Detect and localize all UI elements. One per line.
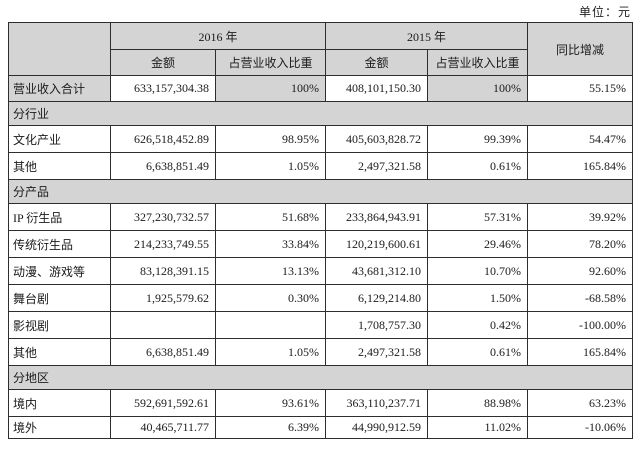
cell-2016-amount: 214,233,749.55	[110, 230, 216, 258]
cell-2015-amount: 2,497,321.58	[325, 338, 429, 366]
revenue-breakdown-table: 2016 年 2015 年 同比增减 金额 占营业收入比重 金额 占营业收入比重…	[7, 22, 634, 439]
row-label: 其他	[8, 152, 111, 180]
cell-2016-amount	[110, 311, 216, 339]
table-row: 境外 40,465,711.77 6.39% 44,990,912.59 11.…	[8, 416, 634, 439]
table-row: 境内 592,691,592.61 93.61% 363,110,237.71 …	[8, 389, 634, 417]
cell-2015-ratio: 99.39%	[427, 125, 529, 153]
cell-yoy: 92.60%	[527, 257, 634, 285]
cell-2016-ratio: 51.68%	[214, 203, 327, 231]
cell-2016-amount: 6,638,851.49	[110, 338, 216, 366]
cell-2016-ratio	[214, 311, 327, 339]
row-label: 文化产业	[8, 125, 111, 153]
cell-2016-ratio: 13.13%	[214, 257, 327, 285]
cell-2016-ratio: 100%	[214, 75, 327, 102]
cell-yoy: -100.00%	[527, 311, 634, 339]
cell-2016-ratio: 93.61%	[214, 389, 327, 417]
cell-2015-ratio: 1.50%	[427, 284, 529, 312]
header-year-2016: 2016 年	[109, 22, 327, 50]
cell-2015-ratio: 0.61%	[427, 338, 529, 366]
cell-2015-ratio: 57.31%	[427, 203, 529, 231]
table-row: 影视剧 1,708,757.30 0.42% -100.00%	[8, 311, 634, 339]
cell-2015-amount: 2,497,321.58	[325, 152, 429, 180]
row-label: 营业收入合计	[8, 75, 111, 102]
section-row-product: 分产品	[7, 179, 634, 204]
row-label: 影视剧	[8, 311, 111, 339]
cell-2015-amount: 120,219,600.61	[325, 230, 429, 258]
cell-2015-ratio: 11.02%	[427, 416, 529, 439]
cell-2016-amount: 327,230,732.57	[110, 203, 216, 231]
row-label: 舞台剧	[8, 284, 111, 312]
cell-2016-amount: 592,691,592.61	[110, 389, 216, 417]
cell-2015-ratio: 0.42%	[427, 311, 529, 339]
cell-2016-amount: 1,925,579.62	[110, 284, 216, 312]
cell-2015-amount: 1,708,757.30	[325, 311, 429, 339]
cell-yoy: 165.84%	[527, 152, 634, 180]
table-row: 其他 6,638,851.49 1.05% 2,497,321.58 0.61%…	[8, 152, 634, 180]
header-amount-2016: 金额	[110, 49, 216, 76]
cell-yoy: 63.23%	[527, 389, 634, 417]
cell-2016-ratio: 98.95%	[214, 125, 327, 153]
cell-2015-ratio: 88.98%	[427, 389, 529, 417]
cell-2015-amount: 6,129,214.80	[325, 284, 429, 312]
cell-2016-amount: 83,128,391.15	[110, 257, 216, 285]
header-yoy: 同比增减	[527, 22, 634, 76]
table-row: 文化产业 626,518,452.89 98.95% 405,603,828.7…	[8, 125, 634, 153]
section-label: 分地区	[7, 365, 634, 390]
cell-2015-ratio: 100%	[427, 75, 529, 102]
cell-2015-amount: 408,101,150.30	[325, 75, 429, 102]
header-row-metrics: 金额 占营业收入比重 金额 占营业收入比重	[9, 49, 633, 76]
section-label: 分产品	[7, 179, 634, 204]
cell-yoy: -68.58%	[527, 284, 634, 312]
header-ratio-2016: 占营业收入比重	[214, 49, 327, 76]
header-amount-2015: 金额	[325, 49, 429, 76]
header-blank-cell	[8, 22, 111, 76]
cell-yoy: 39.92%	[527, 203, 634, 231]
cell-2016-amount: 40,465,711.77	[110, 416, 216, 439]
cell-2016-amount: 626,518,452.89	[110, 125, 216, 153]
cell-2015-ratio: 10.70%	[427, 257, 529, 285]
cell-2015-ratio: 0.61%	[427, 152, 529, 180]
cell-2015-amount: 233,864,943.91	[325, 203, 429, 231]
cell-yoy: 165.84%	[527, 338, 634, 366]
section-row-region: 分地区	[7, 365, 634, 390]
section-row-industry: 分行业	[7, 101, 634, 126]
cell-2015-amount: 44,990,912.59	[325, 416, 429, 439]
table-row: 动漫、游戏等 83,128,391.15 13.13% 43,681,312.1…	[8, 257, 634, 285]
cell-2016-amount: 633,157,304.38	[110, 75, 216, 102]
cell-yoy: 78.20%	[527, 230, 634, 258]
table-row-total: 营业收入合计 633,157,304.38 100% 408,101,150.3…	[8, 75, 634, 102]
row-label: 境内	[8, 389, 111, 417]
cell-2016-amount: 6,638,851.49	[110, 152, 216, 180]
cell-2015-amount: 363,110,237.71	[325, 389, 429, 417]
row-label: IP 衍生品	[8, 203, 111, 231]
header-ratio-2015: 占营业收入比重	[427, 49, 529, 76]
cell-2015-amount: 405,603,828.72	[325, 125, 429, 153]
cell-2016-ratio: 33.84%	[214, 230, 327, 258]
table-row: 其他 6,638,851.49 1.05% 2,497,321.58 0.61%…	[8, 338, 634, 366]
cell-2016-ratio: 1.05%	[214, 152, 327, 180]
table-row: IP 衍生品 327,230,732.57 51.68% 233,864,943…	[8, 203, 634, 231]
cell-2016-ratio: 0.30%	[214, 284, 327, 312]
cell-2015-amount: 43,681,312.10	[325, 257, 429, 285]
row-label: 其他	[8, 338, 111, 366]
table-row: 舞台剧 1,925,579.62 0.30% 6,129,214.80 1.50…	[8, 284, 634, 312]
row-label: 动漫、游戏等	[8, 257, 111, 285]
cell-2015-ratio: 29.46%	[427, 230, 529, 258]
cell-yoy: -10.06%	[527, 416, 634, 439]
cell-yoy: 54.47%	[527, 125, 634, 153]
table-row: 传统衍生品 214,233,749.55 33.84% 120,219,600.…	[8, 230, 634, 258]
cell-yoy: 55.15%	[527, 75, 634, 102]
unit-label: 单位：元	[578, 5, 631, 19]
cell-2016-ratio: 1.05%	[214, 338, 327, 366]
header-year-2015: 2015 年	[325, 22, 529, 50]
header-row-years: 2016 年 2015 年 同比增减	[8, 22, 634, 76]
row-label: 传统衍生品	[8, 230, 111, 258]
cell-2016-ratio: 6.39%	[214, 416, 327, 439]
row-label: 境外	[8, 416, 111, 439]
section-label: 分行业	[7, 101, 634, 126]
